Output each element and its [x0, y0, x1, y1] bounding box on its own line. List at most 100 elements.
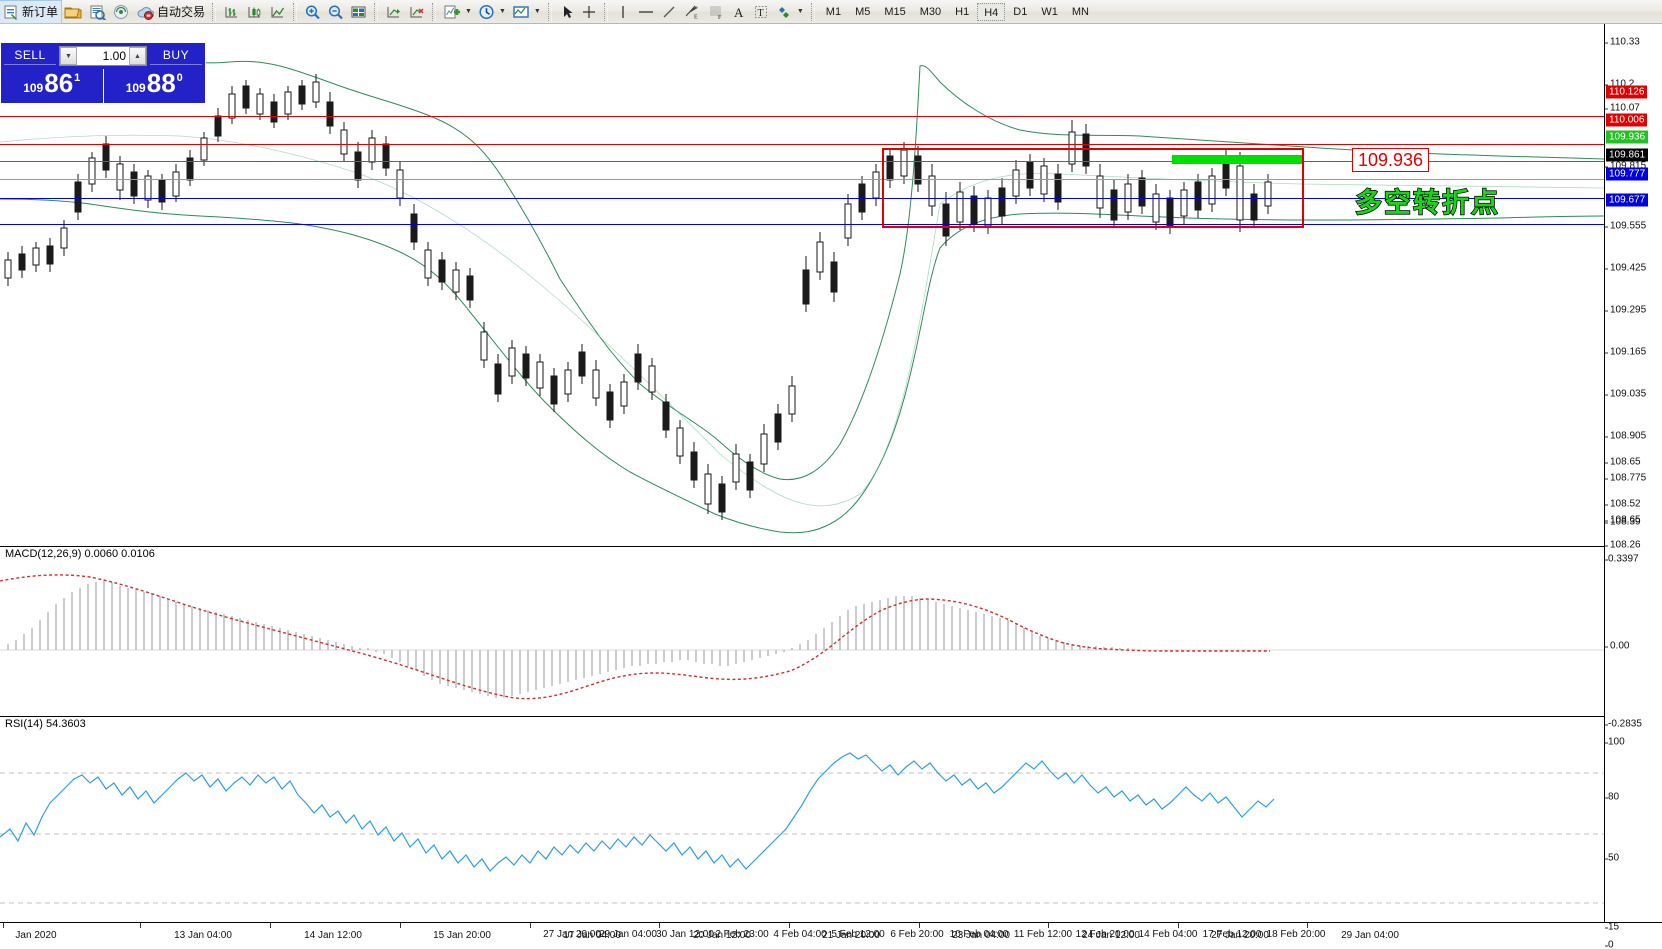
shapes-button[interactable]: ▼ — [772, 1, 807, 23]
equidistant-channel-button[interactable]: F — [704, 1, 728, 23]
svg-text:A: A — [734, 5, 744, 20]
level-badge-110006[interactable]: 110.006 — [1606, 113, 1648, 127]
toolbar-separator — [374, 2, 379, 21]
period-button[interactable]: ▼ — [475, 1, 509, 23]
price-chart-pane[interactable]: 109.936 多空转折点 — [0, 24, 1604, 544]
volume-stepper[interactable]: ▼ 1.00 ▲ — [59, 46, 147, 66]
level-badge-109777[interactable]: 109.777 — [1606, 167, 1649, 181]
zoom-out-button[interactable] — [324, 1, 347, 23]
new-order-button[interactable]: 新订单 — [0, 0, 63, 24]
support-line-109677[interactable] — [0, 224, 1604, 225]
level-badge-110126[interactable]: 110.126 — [1606, 85, 1648, 99]
macd-axis-tick-min: -0.2835 — [1605, 719, 1642, 730]
rsi-pane[interactable]: RSI(14) 54.3603 — [0, 716, 1604, 922]
autotrading-label: 自动交易 — [157, 5, 206, 19]
chevron-down-icon[interactable]: ▼ — [796, 8, 804, 15]
level-badge-109861[interactable]: 109.861 — [1606, 148, 1649, 162]
price-axis[interactable]: 110.33 110.2 110.126 110.07 110.006 109.… — [1604, 24, 1662, 949]
volume-decrement-icon[interactable]: ▼ — [60, 47, 77, 65]
crosshair-button[interactable] — [578, 1, 600, 23]
sell-price-main: 86 — [44, 68, 74, 98]
svg-text:T: T — [757, 8, 763, 19]
chevron-down-icon[interactable]: ▼ — [533, 8, 541, 15]
autotrading-button[interactable]: 自动交易 — [133, 1, 208, 23]
buy-button[interactable]: BUY — [150, 48, 202, 65]
toolbar-separator — [212, 2, 217, 21]
axis-tick-108260: 108.26 — [1605, 540, 1641, 551]
sell-button[interactable]: SELL — [4, 48, 56, 65]
bollinger-upper-band — [0, 56, 1604, 481]
time-label: 20 Jan 12:00 — [693, 930, 751, 941]
one-click-trading-panel[interactable]: SELL ▼ 1.00 ▲ BUY 109 86 1 109 88 0 — [0, 42, 206, 104]
folder-button[interactable] — [61, 1, 85, 23]
range-rectangle[interactable] — [882, 148, 1304, 228]
text-label-button[interactable]: T — [750, 1, 772, 23]
resistance-line-110006[interactable] — [0, 144, 1604, 145]
zoom-in-button[interactable] — [301, 1, 324, 23]
cursor-button[interactable] — [556, 1, 578, 23]
timeframe-m30[interactable]: M30 — [919, 5, 942, 18]
green-highlight-bar[interactable] — [1172, 155, 1302, 164]
timeframe-h4[interactable]: H4 — [977, 2, 1006, 21]
current-price-line-109861[interactable] — [0, 179, 1604, 180]
timeframe-h1[interactable]: H1 — [955, 5, 970, 18]
chart-shift-button[interactable] — [382, 1, 405, 23]
axis-tick: 109.555 — [1605, 221, 1646, 232]
print-preview-button[interactable] — [85, 1, 109, 23]
folder-icon — [64, 4, 82, 20]
price-callout-label[interactable]: 109.936 — [1352, 148, 1430, 172]
level-line-109936[interactable] — [0, 161, 1604, 162]
fibonacci-button[interactable]: E — [680, 1, 704, 23]
axis-tick-108520: 108.52 — [1605, 499, 1641, 510]
templates-button[interactable]: ▼ — [509, 1, 544, 23]
time-label: 15 Jan 20:00 — [433, 930, 491, 941]
timeframe-m15[interactable]: M15 — [884, 5, 906, 18]
new-order-icon — [3, 4, 19, 20]
sell-price-display[interactable]: 109 86 1 — [1, 69, 104, 103]
bar-chart-button[interactable] — [220, 1, 243, 23]
macd-pane[interactable]: MACD(12,26,9) 0.0060 0.0106 — [0, 546, 1604, 714]
timeframe-m1[interactable]: M1 — [825, 5, 842, 18]
time-label: 14 Jan 12:00 — [304, 930, 362, 941]
macd-axis-tick-zero: 0.00 — [1605, 641, 1629, 652]
time-tick — [919, 923, 920, 928]
rsi-axis-tick-0: 0 — [1605, 940, 1614, 949]
candlestick-chart-button[interactable] — [243, 1, 266, 23]
vertical-line-button[interactable] — [612, 1, 634, 23]
tile-windows-button[interactable] — [347, 1, 370, 23]
time-tick — [400, 923, 401, 928]
time-label: 21 Jan 20:00 — [822, 930, 880, 941]
volume-value[interactable]: 1.00 — [102, 49, 126, 63]
trendline-icon — [661, 4, 677, 20]
time-axis[interactable]: Jan 2020 13 Jan 04:00 14 Jan 12:00 15 Ja… — [0, 922, 1662, 949]
time-tick — [1048, 923, 1049, 928]
timeframe-m5[interactable]: M5 — [855, 5, 871, 18]
axis-tick: 109.815 — [1605, 161, 1646, 172]
volume-increment-icon[interactable]: ▲ — [129, 47, 146, 65]
rsi-axis-tick-50: 50 — [1605, 853, 1619, 864]
chevron-down-icon[interactable]: ▼ — [498, 8, 506, 15]
indicators-button[interactable]: ▼ — [440, 1, 475, 23]
horizontal-line-button[interactable] — [634, 1, 658, 23]
trendline-button[interactable] — [658, 1, 680, 23]
chevron-down-icon[interactable]: ▼ — [465, 8, 472, 15]
support-line-109777[interactable] — [0, 198, 1604, 199]
axis-tick: 110.2 — [1605, 79, 1634, 90]
rsi-line — [0, 752, 1275, 872]
timeframe-mn[interactable]: MN — [1071, 5, 1089, 18]
turning-point-annotation[interactable]: 多空转折点 — [1354, 187, 1500, 220]
toolbar-separator — [603, 2, 608, 21]
auto-scroll-button[interactable] — [405, 1, 428, 23]
signals-button[interactable] — [109, 1, 133, 23]
level-badge-109677[interactable]: 109.677 — [1606, 193, 1649, 207]
level-badge-109936[interactable]: 109.936 — [1606, 130, 1649, 144]
resistance-line-110126[interactable] — [0, 116, 1604, 117]
timeframe-w1[interactable]: W1 — [1041, 5, 1058, 18]
timeframe-d1[interactable]: D1 — [1013, 5, 1028, 18]
line-chart-button[interactable] — [266, 1, 289, 23]
buy-price-display[interactable]: 109 88 0 — [104, 69, 206, 103]
period-icon — [478, 4, 495, 20]
candlestick-series — [4, 74, 1272, 520]
text-button[interactable]: A — [728, 1, 750, 23]
rsi-axis-tick-100: 100 — [1605, 737, 1625, 748]
